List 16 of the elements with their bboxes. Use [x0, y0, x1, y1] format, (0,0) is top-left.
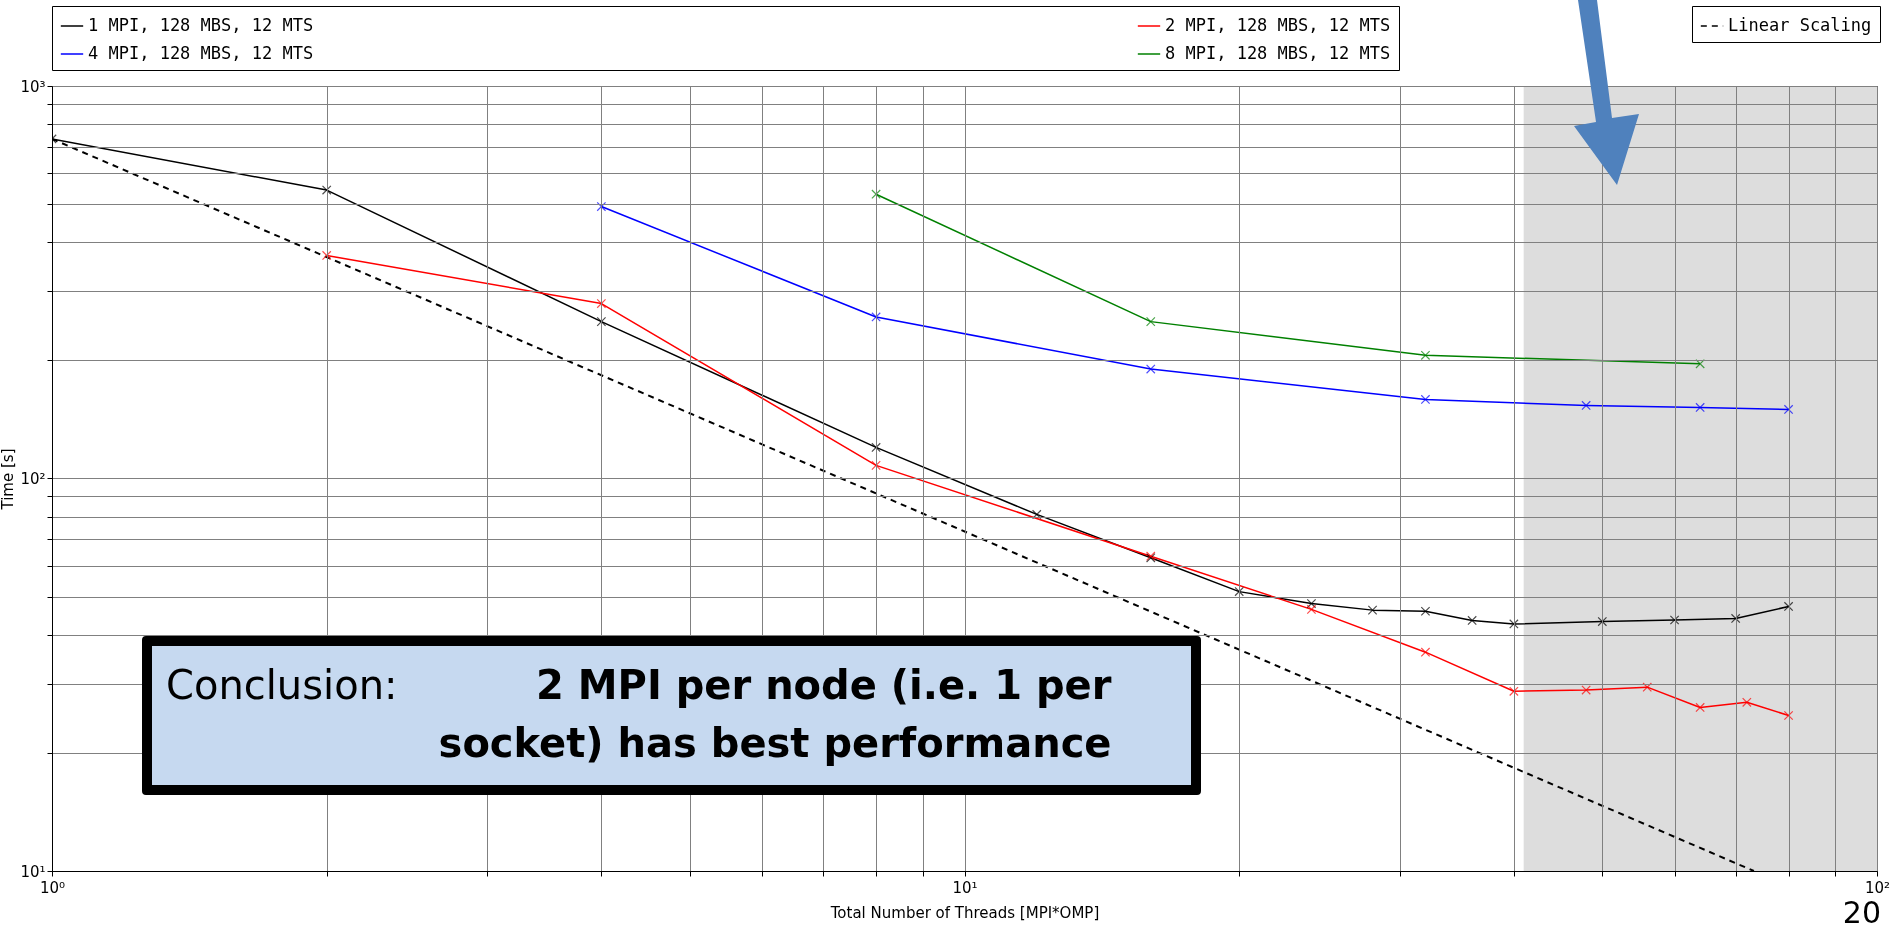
- x-axis-title: Total Number of Threads [MPI*OMP]: [829, 903, 1100, 922]
- y-tick-label: 10¹: [20, 862, 46, 881]
- x-tick-label: 10¹: [952, 878, 978, 897]
- legend-label: 8 MPI, 128 MBS, 12 MTS: [1165, 43, 1391, 63]
- x-tick-label: 10²: [1864, 878, 1891, 897]
- text: 20: [1842, 895, 1881, 930]
- legend-label: Linear Scaling: [1728, 15, 1872, 35]
- y-tick-label: 10³: [20, 77, 46, 96]
- annotation: 2 MPI per node (i.e. 1 per socket) has best performance: [437, 661, 1112, 768]
- legend-label: 1 MPI, 128 MBS, 12 MTS: [88, 15, 314, 35]
- annotation: Conclusion:: [166, 661, 398, 710]
- legend-label: 4 MPI, 128 MBS, 12 MTS: [88, 43, 314, 63]
- y-tick-label: 10²: [20, 470, 46, 488]
- legend-label: 2 MPI, 128 MBS, 12 MTS: [1165, 15, 1391, 35]
- y-axis-title: Time [s]: [0, 448, 18, 511]
- x-tick-label: 10⁰: [39, 878, 66, 897]
